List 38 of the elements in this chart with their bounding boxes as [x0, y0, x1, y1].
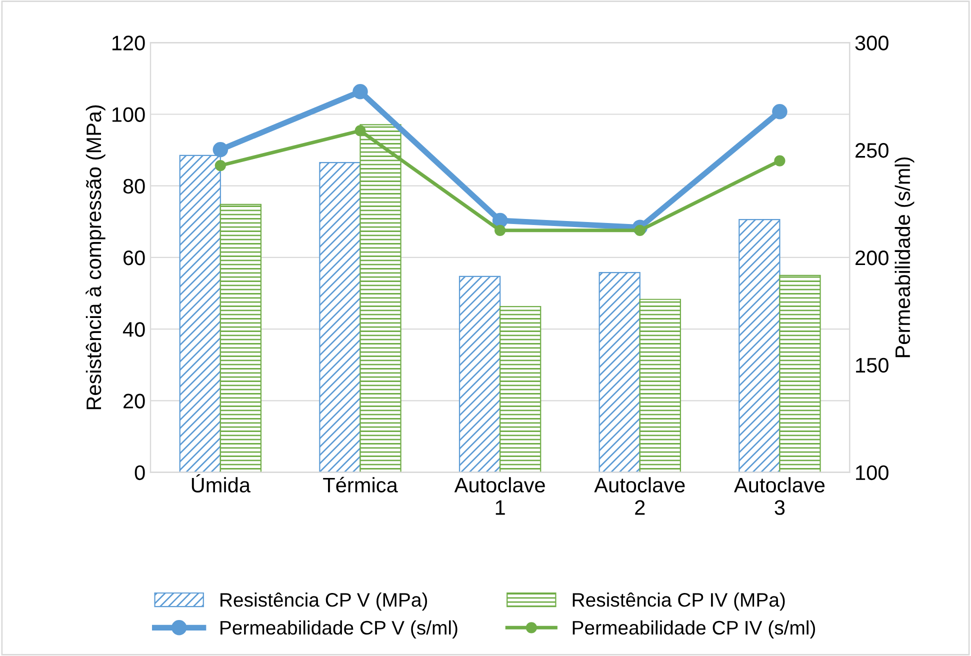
bar: [319, 162, 361, 472]
y-tick-label: 120: [112, 36, 145, 50]
bar: [598, 272, 640, 472]
y-tick-label: 20: [124, 394, 145, 408]
y2-tick-label: 250: [856, 143, 888, 158]
y-tick-label: 0: [134, 465, 145, 480]
y-tick-label: 80: [123, 178, 145, 194]
bar: [639, 298, 681, 472]
bar: [738, 218, 780, 472]
legend-label: Permeabilidade CP IV (s/ml): [572, 620, 816, 638]
point: [354, 125, 366, 136]
y-tick-label: 60: [124, 250, 145, 266]
y-tick-label: 100: [112, 107, 145, 122]
x-tick-label: Autoclave 2: [594, 477, 685, 515]
bar: [500, 306, 542, 472]
bar: [220, 204, 262, 472]
point: [772, 104, 788, 120]
legend-label: Permeabilidade CP V (s/ml): [220, 620, 458, 638]
x-tick-label: Úmida: [192, 474, 251, 492]
x-tick-label: Autoclave 1: [454, 477, 545, 515]
bar: [779, 274, 821, 472]
y2-tick-label: 300: [855, 36, 888, 50]
y2-tick-label: 100: [856, 465, 888, 480]
point: [774, 155, 786, 166]
legend-label: Resistência CP IV (MPa): [572, 592, 785, 611]
y2-tick-label: 200: [856, 250, 888, 266]
x-tick-label: Autoclave 3: [734, 477, 825, 515]
y-axis-title: Resistência à compressão (MPa): [86, 105, 106, 410]
y-tick-label: 40: [122, 322, 145, 337]
point: [494, 224, 506, 236]
y2-axis-title: Permeabilidade (s/ml): [894, 157, 914, 358]
legend-label: Resistência CP V (MPa): [220, 592, 428, 611]
y2-tick-label: 150: [856, 358, 888, 373]
point: [212, 142, 228, 158]
point: [214, 160, 226, 172]
bar: [458, 276, 501, 472]
x-tick-label: Térmica: [323, 476, 398, 492]
point: [352, 84, 368, 100]
